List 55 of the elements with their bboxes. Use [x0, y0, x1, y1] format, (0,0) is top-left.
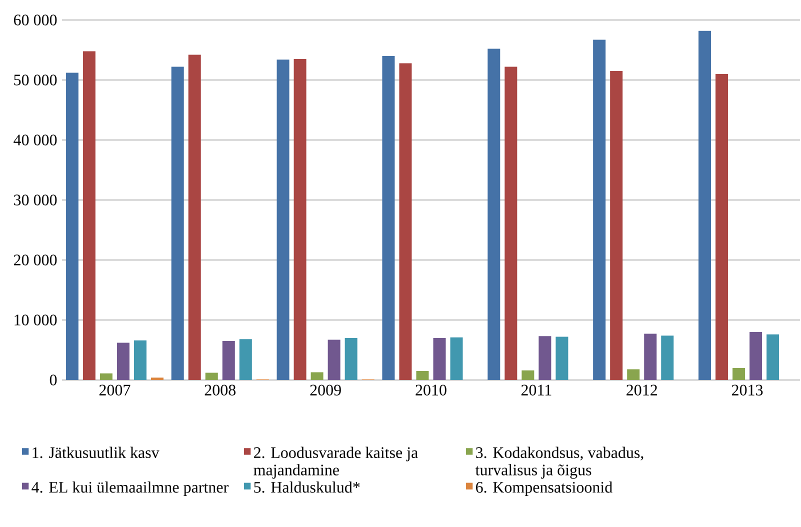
bar	[239, 339, 252, 380]
bar	[382, 56, 395, 380]
y-tick-label: 20 000	[14, 254, 57, 266]
bar	[416, 370, 429, 380]
x-tick-label: 2011	[521, 384, 552, 396]
bar	[644, 334, 657, 380]
x-tick-label: 2010	[416, 384, 446, 396]
bar	[310, 372, 324, 380]
bar	[134, 340, 146, 380]
bar	[556, 336, 568, 380]
legend-label: 6. Kompensatsioonid	[476, 481, 612, 496]
bar	[116, 342, 130, 380]
bar	[100, 373, 112, 380]
legend-label: 1. Jätkusuutlik kasv	[32, 446, 160, 458]
bar	[504, 66, 518, 380]
x-tick-label: 2013	[732, 384, 763, 396]
y-tick-label: 10 000	[14, 314, 57, 326]
bar	[433, 338, 446, 380]
bar	[610, 70, 623, 380]
bar	[188, 54, 201, 380]
bar	[750, 332, 762, 380]
bar	[276, 60, 290, 380]
y-tick-label: 40 000	[14, 134, 57, 146]
bar	[661, 336, 674, 380]
bar	[222, 340, 235, 380]
y-tick-label: 60 000	[14, 14, 57, 26]
bar	[488, 48, 500, 380]
x-tick-label: 2008	[204, 384, 236, 396]
y-tick-label: 50 000	[14, 74, 57, 86]
bar	[522, 370, 534, 380]
legend-label: 5. Halduskulud*	[254, 481, 360, 493]
bar	[344, 338, 358, 380]
legend-label: 3. Kodakondsus, vabadus, turvalisus ja õigus	[475, 446, 644, 479]
bar	[205, 372, 218, 380]
bar	[171, 66, 184, 380]
legend-label: 4. EL kui ülemaailmne partner	[32, 481, 228, 496]
bar	[698, 30, 711, 380]
x-tick-label: 2012	[626, 384, 657, 396]
bar	[450, 337, 463, 380]
bar	[328, 340, 340, 380]
y-tick-label: 0	[50, 374, 57, 386]
bar	[82, 51, 96, 380]
bar	[294, 58, 306, 380]
bar	[66, 72, 78, 380]
x-tick-label: 2007	[99, 384, 130, 396]
bar	[627, 369, 640, 380]
legend-label: 2. Loodusvarade kaitse ja majandamine	[254, 446, 418, 479]
bar	[766, 334, 780, 380]
bar	[593, 40, 606, 380]
bar	[732, 368, 746, 380]
y-tick-label: 30 000	[14, 194, 57, 206]
bar	[399, 63, 412, 380]
x-tick-label: 2009	[310, 384, 341, 396]
bar	[716, 74, 728, 380]
bar	[538, 336, 552, 380]
